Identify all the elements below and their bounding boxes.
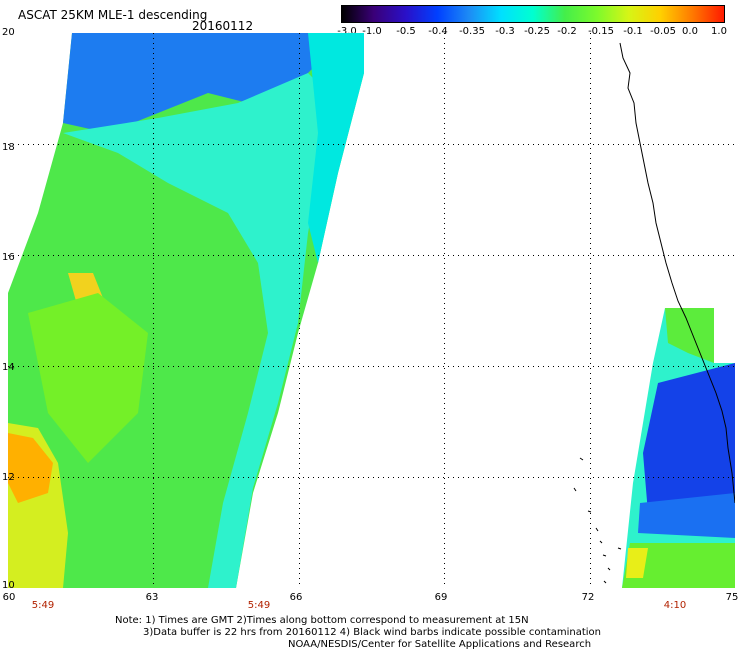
swath-right-yellow	[626, 548, 648, 578]
footer-credit: NOAA/NESDIS/Center for Satellite Applica…	[288, 639, 592, 650]
colorbar-label: -0.2	[557, 26, 577, 37]
colorbar-label: -0.4	[428, 26, 448, 37]
colorbar-label: -0.15	[588, 26, 614, 37]
lat-label: 10	[2, 580, 15, 591]
pass-time: 4:10	[663, 600, 687, 611]
lon-label: 66	[289, 592, 303, 603]
map-title: ASCAT 25KM MLE-1 descending	[18, 8, 208, 22]
lon-label: 75	[725, 592, 739, 603]
swath-left-orange-patch	[8, 433, 53, 503]
lat-lon-grid	[8, 33, 735, 588]
colorbar-label: 1.0	[711, 26, 727, 37]
india-west-coast	[619, 42, 735, 504]
colorbar	[341, 5, 725, 23]
wind-swaths	[8, 33, 735, 588]
wind-map	[8, 33, 735, 588]
lat-label: 12	[2, 472, 15, 483]
lat-label: 14	[2, 362, 15, 373]
colorbar-label: -3.0	[337, 26, 357, 37]
colorbar-label: -0.5	[396, 26, 416, 37]
lat-label: 16	[2, 252, 15, 263]
colorbar-label: -0.25	[524, 26, 550, 37]
pass-time: 5:49	[247, 600, 271, 611]
pass-time: 5:49	[31, 600, 55, 611]
lat-label: 20	[2, 27, 15, 38]
swath-left-north-blue	[63, 33, 318, 133]
swath-left-east-cyan	[308, 33, 364, 263]
swath-right-blue	[643, 363, 735, 523]
swath-left-green-mid	[28, 293, 148, 463]
lakshadweep-islands	[573, 457, 622, 584]
coastline	[573, 42, 735, 584]
lon-label: 72	[581, 592, 595, 603]
colorbar-label: -0.05	[650, 26, 676, 37]
map-date: 20160112	[192, 19, 254, 33]
colorbar-label: -0.3	[495, 26, 515, 37]
lon-label: 63	[145, 592, 159, 603]
colorbar-label: 0.0	[682, 26, 698, 37]
swath-right-green-north	[665, 308, 714, 363]
lon-label: 60	[2, 592, 16, 603]
colorbar-label: -0.35	[459, 26, 485, 37]
lat-label: 18	[2, 142, 15, 153]
colorbar-label: -1.0	[362, 26, 382, 37]
lon-label: 69	[434, 592, 448, 603]
footer-note-line1: Note: 1) Times are GMT 2)Times along bot…	[115, 615, 529, 626]
swath-left-cyan-band	[63, 73, 328, 588]
swath-right-blue-band	[638, 493, 735, 538]
swath-right-green-south	[622, 543, 735, 588]
colorbar-label: -0.1	[623, 26, 643, 37]
footer-note-line2: 3)Data buffer is 22 hrs from 20160112 4)…	[143, 627, 601, 638]
